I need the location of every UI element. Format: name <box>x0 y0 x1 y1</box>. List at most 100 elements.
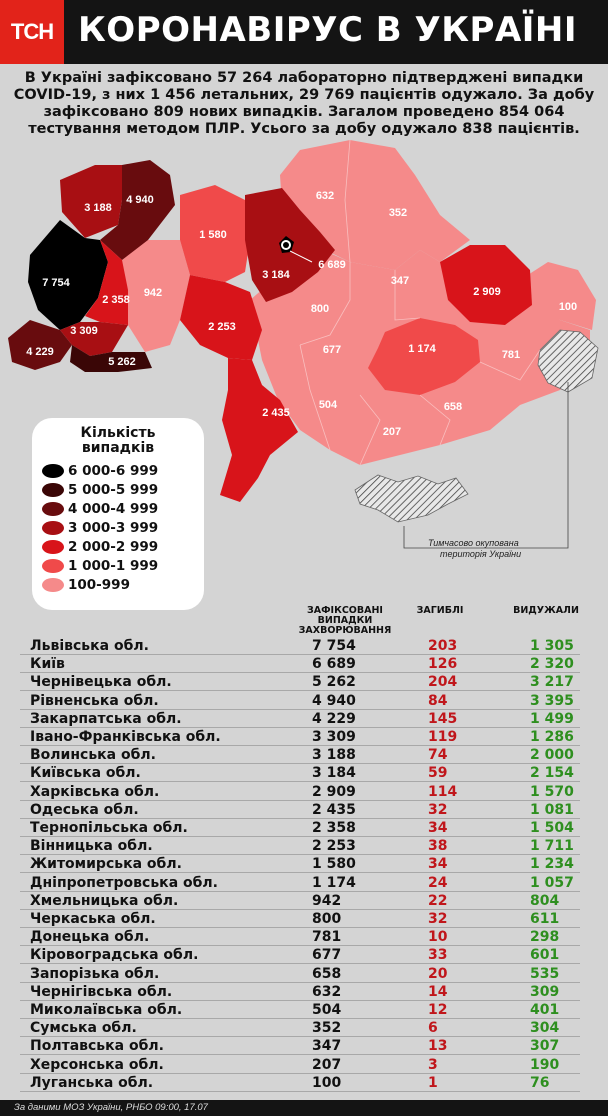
cases-value: 942 <box>312 892 342 909</box>
recovered-value: 76 <box>530 1074 550 1091</box>
region-kharkiv <box>440 245 532 325</box>
region-volyn <box>60 165 125 238</box>
cases-value: 2 909 <box>312 783 356 800</box>
recovered-value: 298 <box>530 929 560 946</box>
legend-item: 4 000-4 999 <box>42 500 158 518</box>
region-chernivtsi <box>70 345 152 372</box>
deaths-value: 6 <box>428 1020 438 1037</box>
cases-value: 4 940 <box>312 692 356 709</box>
ukraine-map: Тимчасово окупована територія України 3 … <box>8 140 599 559</box>
map-label-kyiv-city: 6 689 <box>318 259 346 271</box>
region-name: Львівська обл. <box>30 638 149 654</box>
table-row: Київ 6 689 126 2 320 <box>20 655 580 674</box>
recovered-value: 535 <box>530 965 560 982</box>
deaths-value: 145 <box>428 710 458 727</box>
table-row: Полтавська обл. 347 13 307 <box>20 1037 580 1056</box>
recovered-value: 804 <box>530 892 560 909</box>
region-name: Закарпатська обл. <box>30 710 182 727</box>
deaths-value: 34 <box>428 820 448 836</box>
deaths-value: 119 <box>428 729 458 745</box>
occupied-callout-line <box>403 382 569 549</box>
deaths-value: 22 <box>428 892 448 909</box>
recovered-value: 601 <box>530 947 560 964</box>
cases-value: 2 435 <box>312 801 356 818</box>
region-name: Сумська обл. <box>30 1020 137 1037</box>
table-row: Чернівецька обл. 5 262 204 3 217 <box>20 673 580 692</box>
table-row: Вінницька обл. 2 253 38 1 711 <box>20 837 580 856</box>
deaths-value: 24 <box>428 874 448 891</box>
map-label-kharkiv: 2 909 <box>473 286 501 298</box>
region-name: Полтавська обл. <box>30 1038 164 1055</box>
map-label-cherkasy: 800 <box>311 303 329 315</box>
occupied-label-line1: Тимчасово окупована <box>428 538 519 548</box>
map-label-luhansk: 100 <box>559 301 577 313</box>
region-ivano-frankivsk <box>60 322 128 356</box>
recovered-value: 304 <box>530 1020 560 1037</box>
map-label-rivne: 4 940 <box>126 194 154 206</box>
occupied-crimea <box>354 474 469 523</box>
region-name: Івано-Франківська обл. <box>30 729 221 745</box>
cases-value: 207 <box>312 1056 342 1073</box>
recovered-value: 2 000 <box>530 747 574 764</box>
region-name: Миколаївська обл. <box>30 1002 183 1018</box>
deaths-value: 20 <box>428 965 448 982</box>
cases-value: 352 <box>312 1020 342 1037</box>
deaths-value: 38 <box>428 838 448 855</box>
recovered-value: 2 154 <box>530 765 574 782</box>
cases-value: 800 <box>312 911 342 927</box>
map-label-poltava: 347 <box>391 275 409 287</box>
region-name: Запорізька обл. <box>30 965 160 982</box>
table-row: Одеська обл. 2 435 32 1 081 <box>20 801 580 819</box>
map-label-chernihiv: 632 <box>316 190 334 202</box>
region-name: Рівненська обл. <box>30 692 159 709</box>
deaths-value: 1 <box>428 1074 438 1091</box>
legend-item: 100-999 <box>42 576 130 594</box>
table-row: Житомирська обл. 1 580 34 1 234 <box>20 855 580 874</box>
kyiv-city-marker <box>281 240 313 263</box>
recovered-value: 1 570 <box>530 783 574 800</box>
map-label-donetsk: 781 <box>502 349 520 361</box>
cases-value: 781 <box>312 929 342 946</box>
deaths-value: 74 <box>428 747 448 764</box>
map-label-zhytomyr: 1 580 <box>199 229 227 241</box>
recovered-value: 190 <box>530 1056 560 1073</box>
region-name: Луганська обл. <box>30 1074 154 1091</box>
region-name: Чернівецька обл. <box>30 674 172 691</box>
table-row: Закарпатська обл. 4 229 145 1 499 <box>20 710 580 728</box>
cases-value: 3 188 <box>312 747 356 764</box>
cases-value: 677 <box>312 947 342 964</box>
deaths-value: 59 <box>428 765 448 782</box>
recovered-value: 1 711 <box>530 838 574 855</box>
table-row: Чернігівська обл. 632 14 309 <box>20 983 580 1001</box>
intro-text: В Україні зафіксовано 57 264 лабораторно… <box>13 70 595 137</box>
recovered-value: 401 <box>530 1002 560 1018</box>
occupied-label-line2: територія України <box>440 549 521 559</box>
region-name: Донецька обл. <box>30 929 150 946</box>
table-row: Сумська обл. 352 6 304 <box>20 1019 580 1038</box>
legend-item: 1 000-1 999 <box>42 557 158 575</box>
table-row: Хмельницька обл. 942 22 804 <box>20 892 580 910</box>
region-name: Волинська обл. <box>30 747 156 764</box>
map-label-volyn: 3 188 <box>84 202 112 214</box>
deaths-value: 3 <box>428 1056 438 1073</box>
legend-item: 3 000-3 999 <box>42 519 158 537</box>
table-row: Дніпропетровська обл. 1 174 24 1 057 <box>20 874 580 892</box>
legend-item: 2 000-2 999 <box>42 538 158 556</box>
cases-value: 100 <box>312 1074 342 1091</box>
tsn-logo: ТСН <box>0 0 64 64</box>
legend-swatch <box>42 502 64 516</box>
recovered-value: 1 499 <box>530 710 574 727</box>
deaths-value: 32 <box>428 911 448 927</box>
legend-swatch <box>42 521 64 535</box>
region-odesa <box>220 358 298 502</box>
map-label-dnipropetrovsk: 1 174 <box>408 343 436 355</box>
recovered-value: 3 217 <box>530 674 574 691</box>
region-name: Харківська обл. <box>30 783 160 800</box>
region-rivne <box>100 160 175 260</box>
legend-swatch <box>42 540 64 554</box>
region-vinnytsia <box>180 275 262 360</box>
cases-value: 1 174 <box>312 874 356 891</box>
recovered-value: 1 234 <box>530 856 574 873</box>
recovered-value: 1 504 <box>530 820 574 836</box>
table-row: Херсонська обл. 207 3 190 <box>20 1056 580 1074</box>
